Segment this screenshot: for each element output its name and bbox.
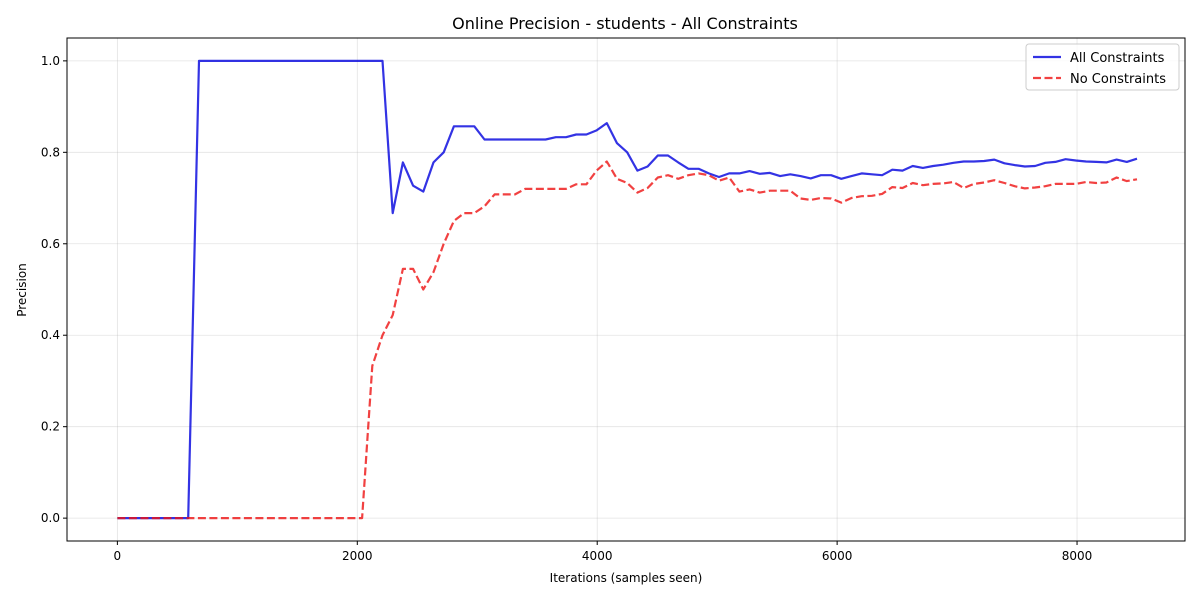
y-tick-label: 0.6 <box>41 237 60 251</box>
series-line-2 <box>117 160 1138 520</box>
plot-frame <box>66 37 1186 542</box>
x-tick-label: 0 <box>114 549 122 563</box>
y-tick-label: 0.8 <box>41 145 60 159</box>
x-tick-label: 6000 <box>822 549 853 563</box>
y-tick-label: 0.4 <box>41 328 60 342</box>
x-tick-label: 2000 <box>342 549 373 563</box>
x-tick-label: 4000 <box>582 549 613 563</box>
legend-label: All Constraints <box>1070 51 1165 66</box>
x-axis-title: Iterations (samples seen) <box>550 571 703 585</box>
chart-title: Online Precision - students - All Constr… <box>452 14 798 33</box>
legend-label: No Constraints <box>1070 72 1166 87</box>
legend: All Constraints No Constraints <box>1025 43 1180 91</box>
legend-box <box>1025 43 1180 91</box>
y-tick-label: 0.2 <box>41 420 60 434</box>
series-layer <box>117 59 1138 520</box>
x-tick-label: 8000 <box>1062 549 1093 563</box>
axis-ticks: 0 2000 4000 6000 8000 0.0 0.2 0.4 0.6 0.8 1.0 <box>41 54 1092 563</box>
y-tick-label: 0.0 <box>41 511 60 525</box>
series-line-1 <box>117 59 1138 520</box>
y-tick-label: 1.0 <box>41 54 60 68</box>
y-axis-title: Precision <box>15 263 29 317</box>
